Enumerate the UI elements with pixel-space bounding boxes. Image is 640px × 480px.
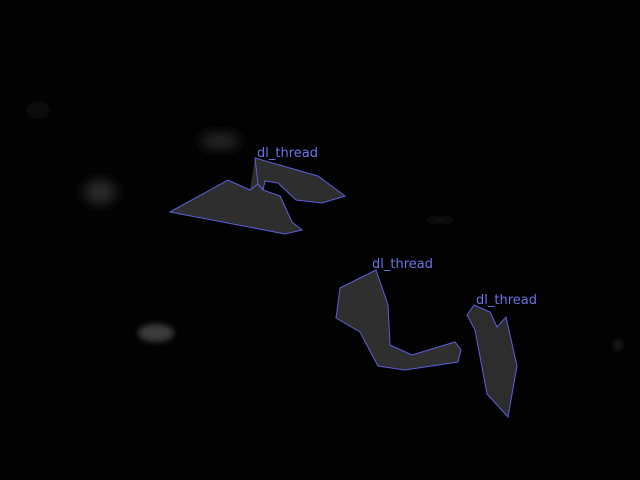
region-2-label: dl_thread: [372, 257, 433, 272]
region-1-outline-a: [168, 179, 304, 235]
region-1-fill-a: [170, 158, 345, 234]
background-noise: [24, 105, 622, 351]
region-3-shape: [466, 304, 518, 419]
region-3-label: dl_thread: [476, 293, 537, 308]
region-1-label: dl_thread: [257, 146, 318, 161]
region-2-shape: [335, 269, 462, 371]
region-3: dl_thread: [466, 293, 537, 419]
region-1: dl_thread: [168, 146, 347, 235]
region-2: dl_thread: [335, 257, 462, 371]
region-1-outline-b: [254, 157, 347, 204]
